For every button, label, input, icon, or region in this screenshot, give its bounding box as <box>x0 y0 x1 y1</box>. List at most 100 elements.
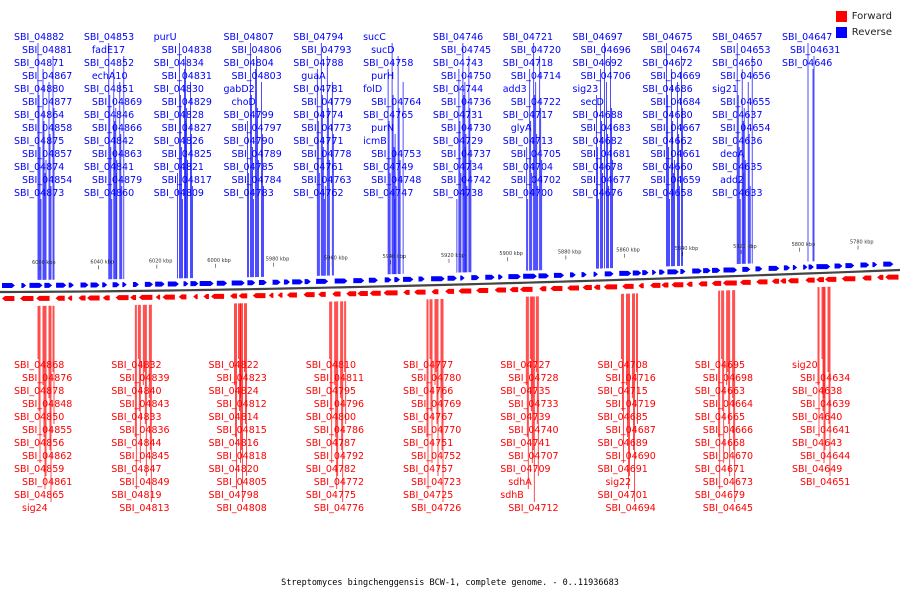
reverse-gene-label: SBI_04680 <box>642 110 692 121</box>
kbp-tick-label: 5800 kbp <box>792 242 816 248</box>
reverse-gene-arrow <box>334 278 348 284</box>
reverse-gene-label: add3 <box>503 84 527 95</box>
reverse-gene-arrow <box>619 270 632 276</box>
forward-gene-arrow <box>539 286 547 292</box>
reverse-gene-label: SBI_04745 <box>441 45 491 56</box>
forward-gene-arrow <box>318 291 326 297</box>
reverse-gene-label: SBI_04869 <box>92 97 142 108</box>
reverse-gene-label: SBI_04682 <box>573 136 623 147</box>
kbp-tick-label: 6040 kbp <box>90 259 114 265</box>
reverse-gene-label: SBI_04722 <box>511 97 561 108</box>
forward-gene-arrow <box>414 289 426 295</box>
reverse-gene-label: SBI_04653 <box>720 45 770 56</box>
forward-gene-label: SBI_04798 <box>209 490 259 501</box>
reverse-gene-arrow <box>523 273 537 279</box>
forward-gene-arrow <box>369 290 381 296</box>
reverse-gene-label: SBI_04678 <box>573 162 623 173</box>
reverse-gene-label: SBI_04793 <box>301 45 351 56</box>
forward-gene-arrow <box>787 278 799 284</box>
forward-gene-arrow <box>130 295 137 301</box>
kbp-tick-label: 5880 kbp <box>558 250 582 256</box>
forward-gene-label: sig22 <box>606 477 632 488</box>
forward-gene-arrow <box>178 294 187 300</box>
forward-gene-label: SBI_04666 <box>703 425 753 436</box>
forward-gene-arrow <box>155 294 161 300</box>
reverse-gene-label: SBI_04677 <box>581 175 631 186</box>
forward-gene-label: sig20 <box>792 360 818 371</box>
reverse-gene-label: SBI_04655 <box>720 97 770 108</box>
reverse-gene-label: SBI_04734 <box>433 162 483 173</box>
forward-gene-label: SBI_04643 <box>792 438 842 449</box>
reverse-gene-label: SBI_04637 <box>712 110 762 121</box>
forward-gene-arrow <box>303 292 315 298</box>
forward-gene-labels: SBI_04868 SBI_04876 SBI_04878 SBI_04848 SBI_… <box>14 360 850 514</box>
forward-gene-label: SBI_04707 <box>508 451 558 462</box>
reverse-gene-label: SBI_04742 <box>441 175 491 186</box>
forward-gene-label: SBI_04735 <box>500 386 550 397</box>
reverse-gene-label: SBI_04738 <box>433 188 483 199</box>
reverse-gene-arrow <box>860 262 870 268</box>
reverse-gene-label: SBI_04834 <box>154 58 204 69</box>
reverse-gene-arrow <box>132 281 139 287</box>
kbp-tick-label: 6060 kbp <box>32 260 56 266</box>
reverse-gene-label: folD <box>363 84 382 95</box>
reverse-gene-label: SBI_04633 <box>712 188 762 199</box>
forward-gene-label: SBI_04698 <box>703 373 753 384</box>
kbp-tick-label: 5920 kbp <box>441 253 465 259</box>
reverse-gene-label: purH <box>371 71 394 82</box>
reverse-gene-label: add2 <box>720 175 744 186</box>
forward-gene-label: SBI_04855 <box>22 425 72 436</box>
reverse-gene-label: SBI_04830 <box>154 84 204 95</box>
forward-gene-label: SBI_04818 <box>217 451 267 462</box>
reverse-gene-label: SBI_04854 <box>22 175 72 186</box>
reverse-gene-label: sig23 <box>573 84 599 95</box>
reverse-gene-arrow <box>80 282 89 288</box>
reverse-gene-label: SBI_04864 <box>14 110 64 121</box>
forward-gene-label: SBI_04644 <box>800 451 850 462</box>
reverse-gene-label: SBI_04675 <box>642 32 692 43</box>
reverse-gene-label: SBI_04797 <box>231 123 281 134</box>
forward-gene-label: SBI_04649 <box>792 464 842 475</box>
reverse-gene-arrow <box>659 269 665 275</box>
reverse-gene-label: SBI_04804 <box>223 58 273 69</box>
reverse-gene-label: SBI_04764 <box>371 97 421 108</box>
forward-gene-label: SBI_04723 <box>411 477 461 488</box>
reverse-gene-label: SBI_04829 <box>162 97 212 108</box>
reverse-gene-arrow <box>569 272 576 278</box>
reverse-gene-label: SBI_04809 <box>154 188 204 199</box>
reverse-gene-arrow <box>632 270 642 276</box>
forward-gene-label: SBI_04811 <box>314 373 364 384</box>
reverse-gene-label: SBI_04635 <box>712 162 762 173</box>
reverse-gene-label: SBI_04781 <box>293 84 343 95</box>
reverse-gene-arrow <box>845 263 855 269</box>
reverse-gene-arrow <box>216 280 228 286</box>
forward-gene-arrow <box>722 280 737 286</box>
forward-gene-arrow <box>841 276 856 282</box>
reverse-gene-label: SBI_04654 <box>720 123 770 134</box>
forward-gene-label: SBI_04668 <box>695 438 745 449</box>
forward-gene-arrow <box>2 295 15 301</box>
reverse-gene-arrow <box>68 282 74 288</box>
reverse-gene-label: SBI_04838 <box>162 45 212 56</box>
reverse-gene-label: SBI_04737 <box>441 149 491 160</box>
reverse-gene-label: sucC <box>363 32 386 43</box>
reverse-gene-label: SBI_04794 <box>293 32 343 43</box>
forward-gene-arrow <box>115 295 129 301</box>
forward-gene-label: SBI_04792 <box>314 451 364 462</box>
reverse-gene-label: SBI_04841 <box>84 162 134 173</box>
reverse-gene-arrow <box>652 269 657 275</box>
legend-forward: Forward <box>835 8 892 24</box>
forward-gene-arrow <box>346 291 357 297</box>
forward-gene-label: SBI_04844 <box>111 438 161 449</box>
reverse-gene-label: SBI_04661 <box>650 149 700 160</box>
forward-leader-lines <box>37 286 831 502</box>
legend: Forward Reverse <box>835 8 892 40</box>
reverse-gene-label: SBI_04720 <box>511 45 561 56</box>
reverse-gene-label: SBI_04744 <box>433 84 483 95</box>
forward-gene-arrow <box>67 295 73 301</box>
reverse-gene-arrow <box>667 269 679 275</box>
forward-gene-label: SBI_04868 <box>14 360 64 371</box>
forward-gene-label: SBI_04679 <box>695 490 745 501</box>
forward-gene-label: SBI_04701 <box>598 490 648 501</box>
reverse-gene-label: SBI_04875 <box>14 136 64 147</box>
